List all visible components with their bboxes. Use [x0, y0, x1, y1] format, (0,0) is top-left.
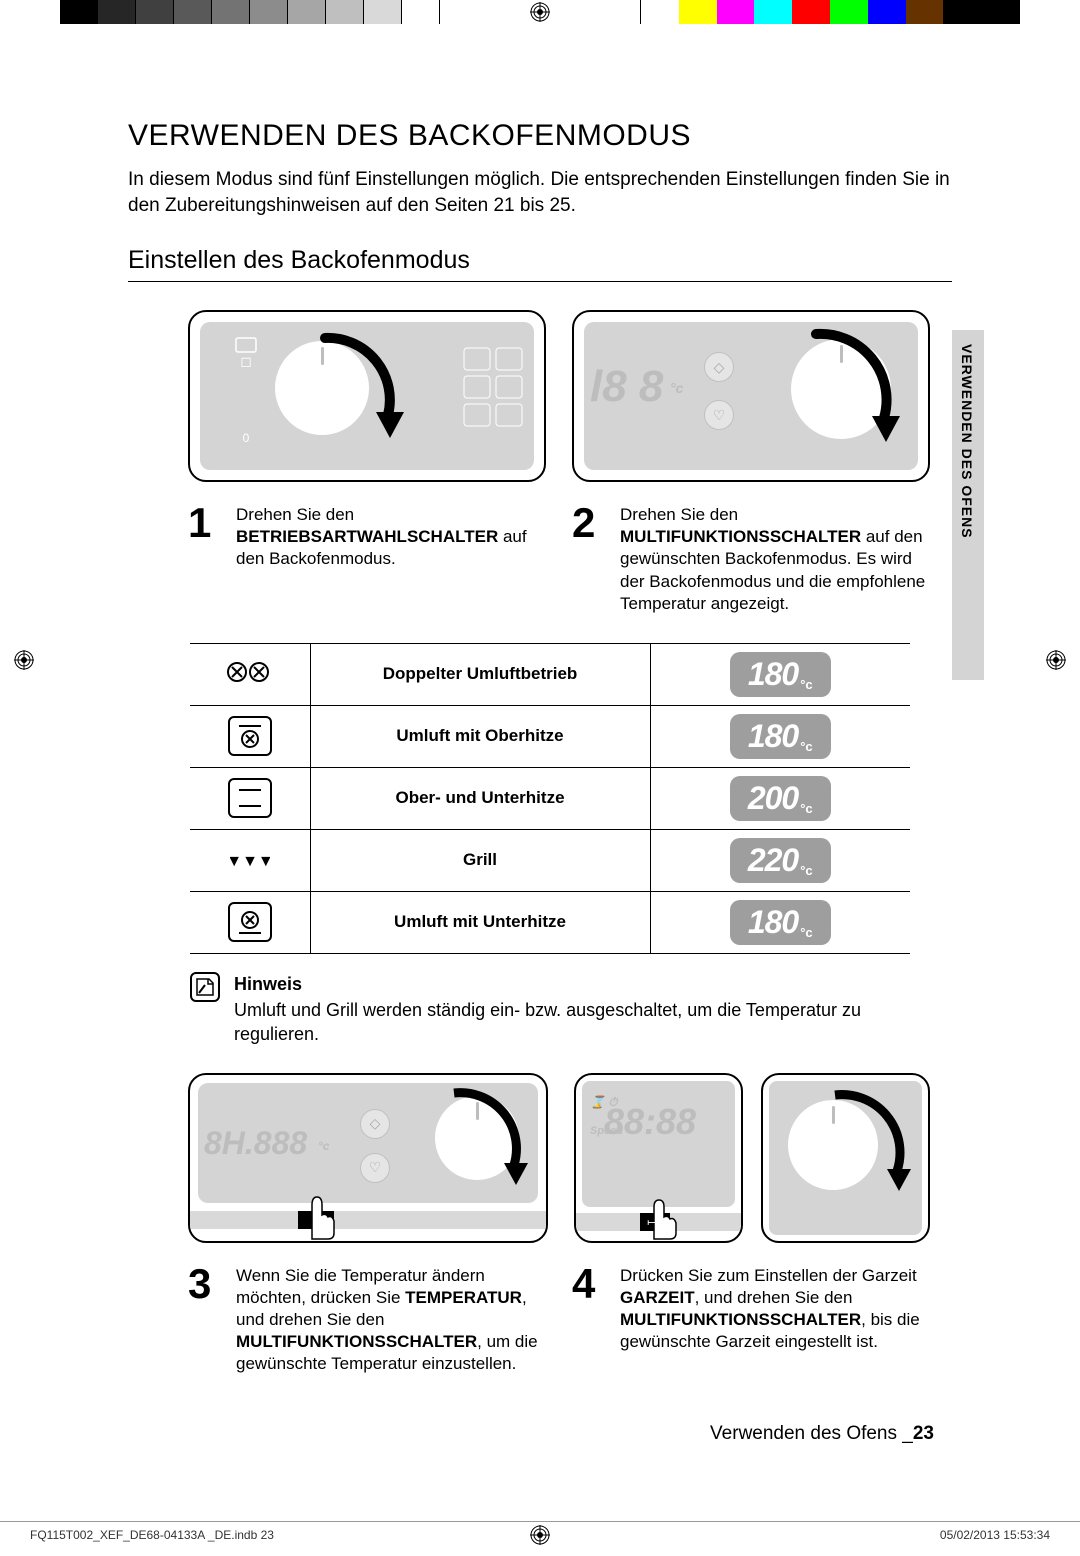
mode-temp: 180°c	[650, 891, 910, 953]
note-text: Umluft und Grill werden ständig ein- bzw…	[234, 1000, 861, 1044]
step-text: Drehen Sie den BETRIEBSARTWAHLSCHALTER a…	[236, 504, 546, 614]
print-calibration-strip	[0, 0, 1080, 24]
step-number: 1	[188, 504, 226, 614]
mode-temp: 220°c	[650, 829, 910, 891]
mode-row: Umluft mit Oberhitze180°c	[190, 705, 910, 767]
mode-icon-cell: ▼▼▼	[190, 829, 310, 891]
step-number: 3	[188, 1265, 226, 1375]
mode-row: Umluft mit Unterhitze180°c	[190, 891, 910, 953]
mode-icon-cell	[190, 705, 310, 767]
note-icon	[190, 972, 220, 1002]
page-title: VERWENDEN DES BACKOFENMODUS	[128, 119, 952, 153]
mode-label: Umluft mit Oberhitze	[310, 705, 650, 767]
color-bar	[640, 0, 1020, 24]
registration-mark-top	[528, 0, 552, 24]
mode-label: Ober- und Unterhitze	[310, 767, 650, 829]
step-2: 2 Drehen Sie den MULTIFUNKTIONSSCHALTER …	[572, 504, 930, 614]
mode-icon-cell	[190, 891, 310, 953]
mode-temp: 180°c	[650, 643, 910, 705]
note-block: Hinweis Umluft und Grill werden ständig …	[128, 954, 952, 1047]
figure-multifunction-dial: l8 8 °c ◇ ♡	[572, 310, 930, 482]
print-timestamp: 05/02/2013 15:53:34	[940, 1528, 1050, 1542]
grayscale-bar	[60, 0, 440, 24]
svg-text:▼▼▼: ▼▼▼	[230, 853, 270, 870]
mode-label: Umluft mit Unterhitze	[310, 891, 650, 953]
note-label: Hinweis	[234, 972, 928, 996]
mode-row: ▼▼▼ Grill220°c	[190, 829, 910, 891]
hand-pointer-icon	[292, 1181, 342, 1241]
step-number: 2	[572, 504, 610, 614]
step-text: Wenn Sie die Temperatur ändern möchten, …	[236, 1265, 546, 1375]
mode-icon-cell	[190, 643, 310, 705]
mode-temp: 200°c	[650, 767, 910, 829]
registration-mark-bottom	[528, 1523, 552, 1547]
page-footer: Verwenden des Ofens _23	[128, 1423, 952, 1445]
mode-temp: 180°c	[650, 705, 910, 767]
print-filename: FQ115T002_XEF_DE68-04133A _DE.indb 23	[30, 1528, 274, 1542]
mode-row: Ober- und Unterhitze200°c	[190, 767, 910, 829]
mode-label: Grill	[310, 829, 650, 891]
svg-text:◻: ◻	[240, 353, 252, 369]
step-number: 4	[572, 1265, 610, 1375]
oven-modes-table: Doppelter Umluftbetrieb180°cUmluft mit O…	[190, 643, 910, 954]
mode-icon-cell	[190, 767, 310, 829]
mode-label: Doppelter Umluftbetrieb	[310, 643, 650, 705]
figure-set-temperature: 8H.888 °c ◇ ♡	[188, 1073, 548, 1243]
step-4: 4 Drücken Sie zum Einstellen der Garzeit…	[572, 1265, 930, 1375]
figure-mode-selector: ◻ 0	[188, 310, 546, 482]
figure-set-time-display: 88:88 ⌛ ⏱ Speed ⟼	[574, 1073, 743, 1243]
svg-text:0: 0	[243, 431, 250, 445]
print-footer: FQ115T002_XEF_DE68-04133A _DE.indb 23 05…	[0, 1521, 1080, 1556]
step-3: 3 Wenn Sie die Temperatur ändern möchten…	[188, 1265, 546, 1375]
step-text: Drücken Sie zum Einstellen der Garzeit G…	[620, 1265, 930, 1375]
step-1: 1 Drehen Sie den BETRIEBSARTWAHLSCHALTER…	[188, 504, 546, 614]
mode-row: Doppelter Umluftbetrieb180°c	[190, 643, 910, 705]
step-text: Drehen Sie den MULTIFUNKTIONSSCHALTER au…	[620, 504, 930, 614]
svg-text:⟼: ⟼	[647, 1217, 663, 1229]
section-title: Einstellen des Backofenmodus	[128, 246, 952, 282]
figure-set-time-dial	[761, 1073, 930, 1243]
intro-paragraph: In diesem Modus sind fünf Einstellungen …	[128, 167, 952, 218]
hand-pointer-icon	[636, 1185, 682, 1241]
